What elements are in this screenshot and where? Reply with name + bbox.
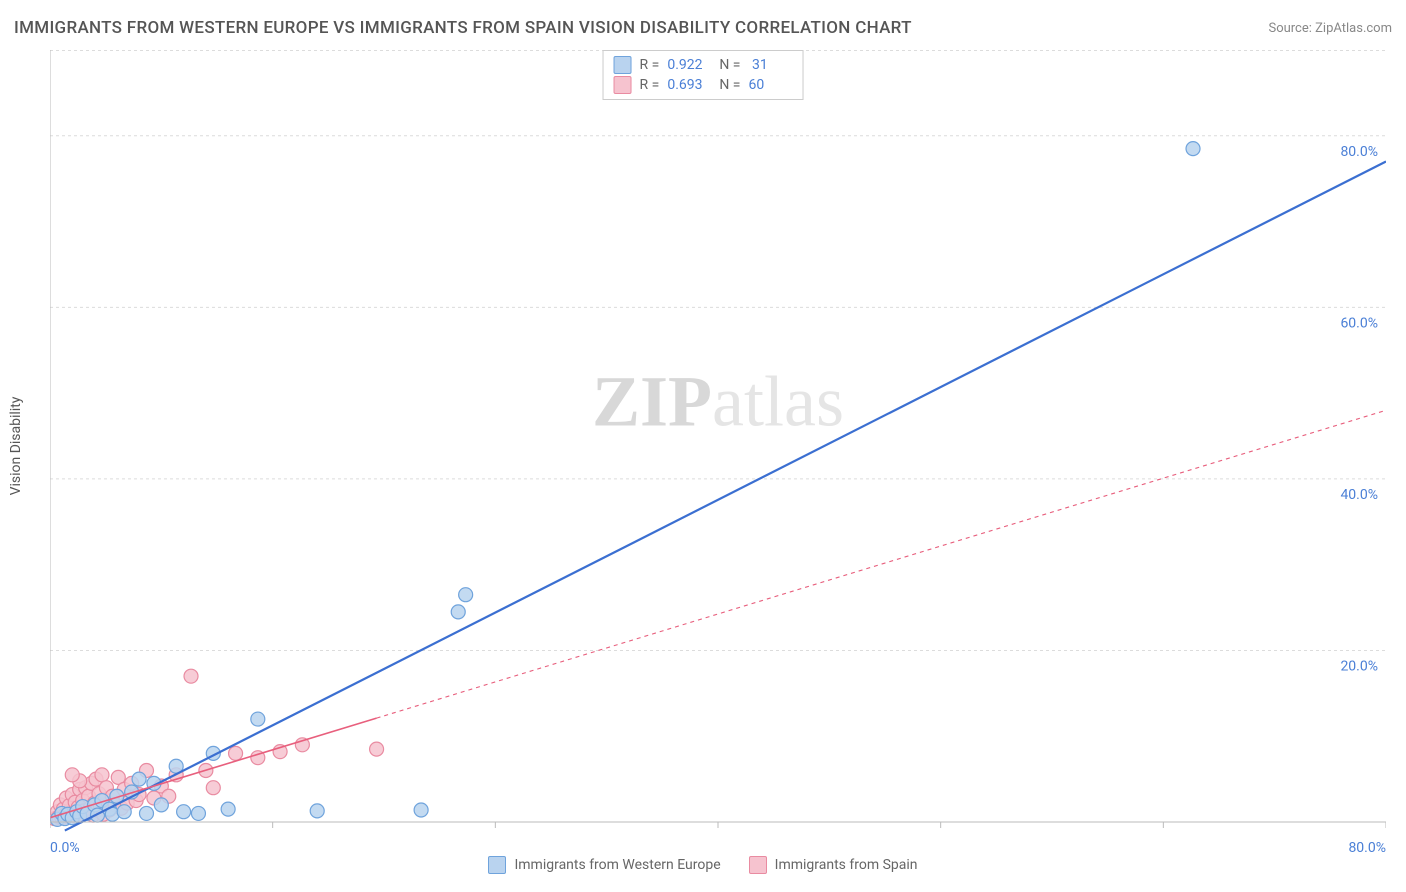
r-label: R =: [640, 57, 660, 73]
legend-row-1: R = 0.693 N = 60: [614, 75, 793, 95]
legend-row-0: R = 0.922 N = 31: [614, 55, 793, 75]
svg-text:60.0%: 60.0%: [1340, 315, 1378, 331]
legend-swatch: [749, 856, 767, 874]
r-value-1: 0.693: [667, 77, 711, 93]
n-value-0: 31: [748, 57, 792, 73]
x-axis-min-label: 0.0%: [50, 840, 80, 856]
scatter-plot: 20.0% 40.0% 60.0% 80.0%: [50, 50, 1386, 832]
chart-area: ZIPatlas 20.0%40.0%60.0%80.0%: [50, 50, 1386, 832]
legend-item-1: Immigrants from Spain: [749, 856, 918, 874]
x-axis-max-label: 80.0%: [1348, 840, 1386, 856]
r-label: R =: [640, 77, 660, 93]
chart-source: Source: ZipAtlas.com: [1268, 21, 1392, 36]
svg-text:40.0%: 40.0%: [1340, 487, 1378, 503]
legend-item-0: Immigrants from Western Europe: [488, 856, 720, 874]
y-axis-label: Vision Disability: [8, 397, 24, 496]
chart-header: IMMIGRANTS FROM WESTERN EUROPE VS IMMIGR…: [14, 18, 1392, 38]
legend-label-0: Immigrants from Western Europe: [514, 857, 720, 873]
legend-label-1: Immigrants from Spain: [775, 857, 918, 873]
n-label: N =: [719, 77, 740, 93]
n-value-1: 60: [748, 77, 792, 93]
legend-swatch-0: [614, 56, 632, 74]
correlation-legend: R = 0.922 N = 31 R = 0.693 N = 60: [603, 50, 804, 100]
svg-text:80.0%: 80.0%: [1340, 144, 1378, 160]
legend-swatch-1: [614, 76, 632, 94]
r-value-0: 0.922: [667, 57, 711, 73]
n-label: N =: [719, 57, 740, 73]
svg-text:20.0%: 20.0%: [1340, 658, 1378, 674]
legend-swatch: [488, 856, 506, 874]
series-legend: Immigrants from Western Europe Immigrant…: [0, 856, 1406, 874]
chart-title: IMMIGRANTS FROM WESTERN EUROPE VS IMMIGR…: [14, 18, 912, 38]
